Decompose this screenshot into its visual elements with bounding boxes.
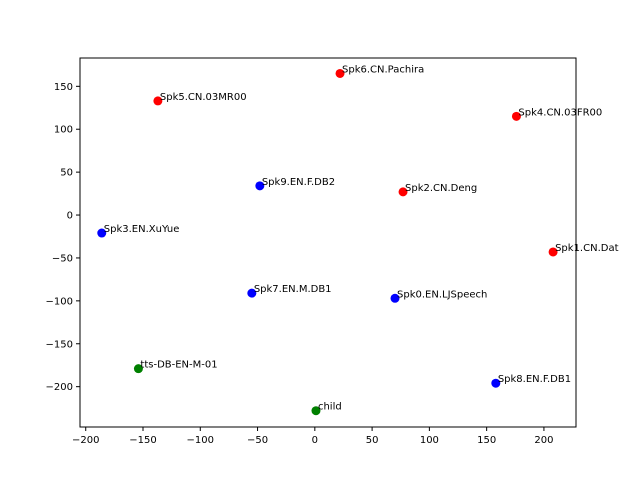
data-point	[548, 247, 558, 257]
x-tick-label: −200	[72, 435, 99, 446]
y-tick-label: 150	[54, 82, 73, 93]
x-tick-label: 100	[420, 435, 439, 446]
data-point	[97, 228, 107, 238]
data-point-label: Spk9.EN.F.DB2	[262, 177, 335, 188]
data-point	[133, 364, 143, 374]
y-tick-label: 50	[60, 168, 73, 179]
data-point-label: Spk1.CN.Dat	[555, 243, 618, 254]
x-tick-label: 150	[477, 435, 496, 446]
x-tick-label: 0	[312, 435, 318, 446]
data-point-label: Spk6.CN.Pachira	[342, 64, 424, 75]
y-tick-label: 0	[67, 211, 73, 222]
x-tick-label: 50	[366, 435, 379, 446]
x-tick-label: −100	[187, 435, 214, 446]
data-point-label: Spk5.CN.03MR00	[160, 92, 247, 103]
x-tick-label: −50	[247, 435, 268, 446]
data-point	[255, 181, 265, 191]
data-point	[247, 288, 257, 298]
data-point-label: Spk7.EN.M.DB1	[254, 284, 332, 295]
y-axis: −200 −150 −100 −50 0 50 100 150	[46, 82, 80, 393]
data-point-label: Spk0.EN.LJSpeech	[397, 289, 487, 300]
y-tick-label: −150	[46, 339, 73, 350]
data-point	[398, 187, 408, 197]
data-point	[390, 293, 400, 303]
data-point-label: Spk2.CN.Deng	[405, 183, 477, 194]
data-point	[311, 406, 321, 416]
data-point	[335, 68, 345, 78]
data-point-label: Spk3.EN.XuYue	[104, 224, 180, 235]
y-tick-label: −100	[46, 296, 73, 307]
y-tick-label: −50	[52, 253, 73, 264]
y-tick-label: −200	[46, 382, 73, 393]
data-point	[511, 111, 521, 121]
x-tick-label: −150	[129, 435, 156, 446]
plot-area	[79, 57, 577, 428]
y-tick-label: 100	[54, 125, 73, 136]
data-point-label: Spk4.CN.03FR00	[518, 107, 602, 118]
data-point	[153, 96, 163, 106]
x-tick-label: 200	[534, 435, 553, 446]
x-axis: −200 −150 −100 −50 0 50 100 150 200	[72, 427, 553, 446]
data-point-label: Spk8.EN.F.DB1	[498, 374, 571, 385]
data-points: Spk6.CN.Pachira Spk5.CN.03MR00 Spk4.CN.03F…	[97, 64, 619, 416]
data-point-label: child	[318, 402, 342, 413]
data-point-label: tts-DB-EN-M-01	[140, 360, 217, 371]
data-point	[491, 378, 501, 388]
